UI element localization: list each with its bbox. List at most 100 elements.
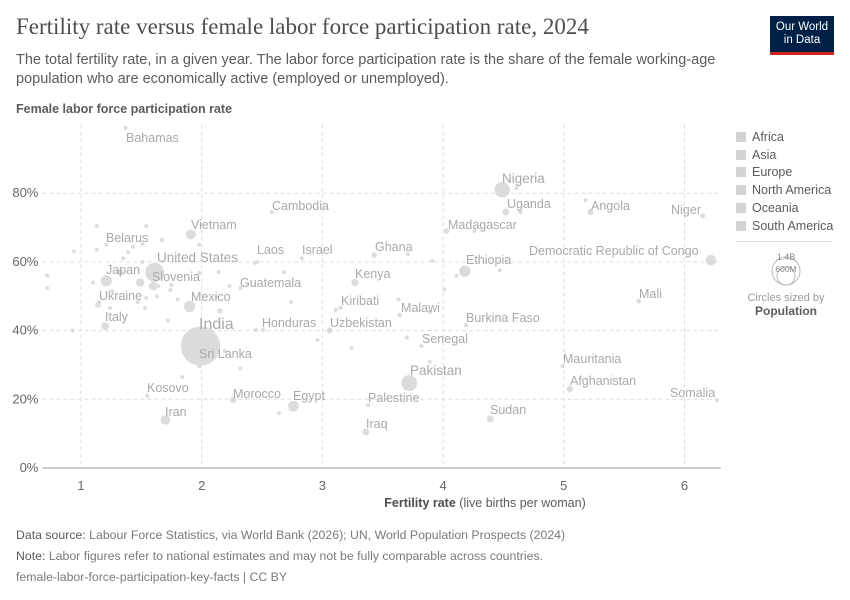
data-point[interactable] — [44, 273, 50, 279]
legend-item-south-america[interactable]: South America — [736, 217, 833, 235]
data-point[interactable] — [453, 273, 459, 279]
data-point[interactable] — [333, 307, 339, 313]
data-point[interactable] — [429, 258, 435, 264]
data-point[interactable] — [441, 286, 447, 292]
data-point[interactable] — [143, 223, 149, 229]
point-ethiopia[interactable] — [458, 265, 471, 278]
point-belarus[interactable] — [103, 242, 109, 248]
point-iran[interactable] — [160, 414, 171, 426]
data-point[interactable] — [472, 228, 477, 234]
point-mali[interactable] — [635, 298, 642, 304]
data-point[interactable] — [517, 209, 523, 215]
data-point[interactable] — [125, 249, 131, 255]
data-point[interactable] — [135, 299, 141, 305]
point-kenya[interactable] — [350, 278, 360, 287]
data-point[interactable] — [227, 283, 232, 289]
data-point[interactable] — [140, 259, 145, 265]
data-point[interactable] — [216, 307, 223, 315]
point-ghana[interactable] — [371, 251, 378, 259]
point-mexico[interactable] — [183, 300, 196, 313]
data-point[interactable] — [175, 297, 180, 303]
data-point[interactable] — [130, 244, 136, 250]
data-point[interactable] — [107, 305, 113, 311]
point-vietnam[interactable] — [185, 229, 197, 240]
data-point[interactable] — [196, 242, 202, 248]
data-point[interactable] — [196, 270, 202, 276]
point-kiribati[interactable] — [338, 305, 343, 311]
data-point[interactable] — [165, 317, 171, 323]
data-point[interactable] — [94, 223, 100, 229]
point-uzbekistan[interactable] — [326, 327, 333, 334]
data-point[interactable] — [115, 268, 124, 277]
legend-item-oceania[interactable]: Oceania — [736, 199, 833, 217]
data-point[interactable] — [90, 280, 96, 285]
data-point[interactable] — [514, 185, 520, 191]
point-egypt[interactable] — [287, 400, 300, 412]
legend-item-asia[interactable]: Asia — [736, 146, 833, 164]
data-point[interactable] — [70, 328, 75, 333]
data-point[interactable] — [167, 287, 173, 293]
data-point[interactable] — [252, 260, 258, 266]
point-israel[interactable] — [299, 256, 305, 261]
point-sudan[interactable] — [486, 415, 495, 423]
data-point[interactable] — [222, 348, 228, 354]
point-pakistan[interactable] — [400, 374, 418, 392]
point-kosovo[interactable] — [144, 393, 150, 399]
data-point[interactable] — [427, 359, 433, 364]
data-point[interactable] — [405, 251, 411, 257]
point-afghanistan[interactable] — [566, 385, 574, 393]
legend-item-africa[interactable]: Africa — [736, 128, 833, 146]
point-cambodia[interactable] — [269, 209, 275, 215]
data-point[interactable] — [396, 297, 401, 303]
source-text[interactable]: Labour Force Statistics, via World Bank … — [89, 528, 566, 542]
point-nigeria[interactable] — [494, 181, 511, 198]
point-mauritania[interactable] — [560, 363, 565, 369]
point-somalia[interactable] — [714, 397, 720, 403]
data-point[interactable] — [315, 337, 320, 343]
data-point[interactable] — [71, 249, 77, 254]
point-malawi[interactable] — [397, 312, 403, 318]
point-bahamas[interactable] — [123, 125, 129, 131]
point-democratic-republic-of-congo[interactable] — [705, 254, 717, 266]
data-point[interactable] — [179, 374, 185, 380]
data-point[interactable] — [169, 282, 174, 288]
owid-logo[interactable]: Our World in Data — [770, 16, 834, 55]
data-point[interactable] — [288, 299, 294, 305]
point-morocco[interactable] — [229, 396, 237, 404]
data-point[interactable] — [281, 269, 287, 275]
point-uganda[interactable] — [501, 208, 510, 216]
data-point[interactable] — [253, 327, 259, 333]
data-point[interactable] — [404, 335, 410, 340]
footer-slug[interactable]: female-labor-force-participation-key-fac… — [16, 570, 288, 584]
data-point[interactable] — [154, 293, 160, 299]
point-senegal[interactable] — [418, 343, 424, 349]
point-palestine[interactable] — [365, 402, 371, 408]
data-point[interactable] — [497, 267, 503, 273]
data-point[interactable] — [159, 237, 165, 243]
data-point[interactable] — [216, 269, 221, 275]
point-guatemala[interactable] — [237, 285, 243, 291]
data-point[interactable] — [96, 299, 102, 305]
point-sri-lanka[interactable] — [196, 363, 202, 369]
point-slovenia[interactable] — [155, 283, 161, 289]
point-japan[interactable] — [100, 274, 113, 287]
point-niger[interactable] — [699, 212, 706, 219]
legend-item-europe[interactable]: Europe — [736, 164, 833, 182]
data-point[interactable] — [94, 247, 100, 252]
data-point[interactable] — [142, 305, 148, 311]
data-point[interactable] — [237, 365, 243, 371]
point-angola[interactable] — [586, 208, 594, 216]
data-point[interactable] — [213, 294, 219, 300]
point-madagascar[interactable] — [443, 227, 450, 235]
data-point[interactable] — [120, 256, 126, 261]
data-point[interactable] — [44, 285, 50, 291]
data-point[interactable] — [140, 241, 145, 247]
data-point[interactable] — [143, 295, 149, 301]
data-point[interactable] — [109, 288, 115, 294]
point-italy[interactable] — [100, 321, 110, 331]
data-point[interactable] — [583, 197, 588, 203]
point-burkina-faso[interactable] — [463, 322, 469, 328]
point-honduras[interactable] — [260, 327, 266, 333]
point-iraq[interactable] — [362, 428, 370, 436]
data-point[interactable] — [348, 345, 354, 351]
